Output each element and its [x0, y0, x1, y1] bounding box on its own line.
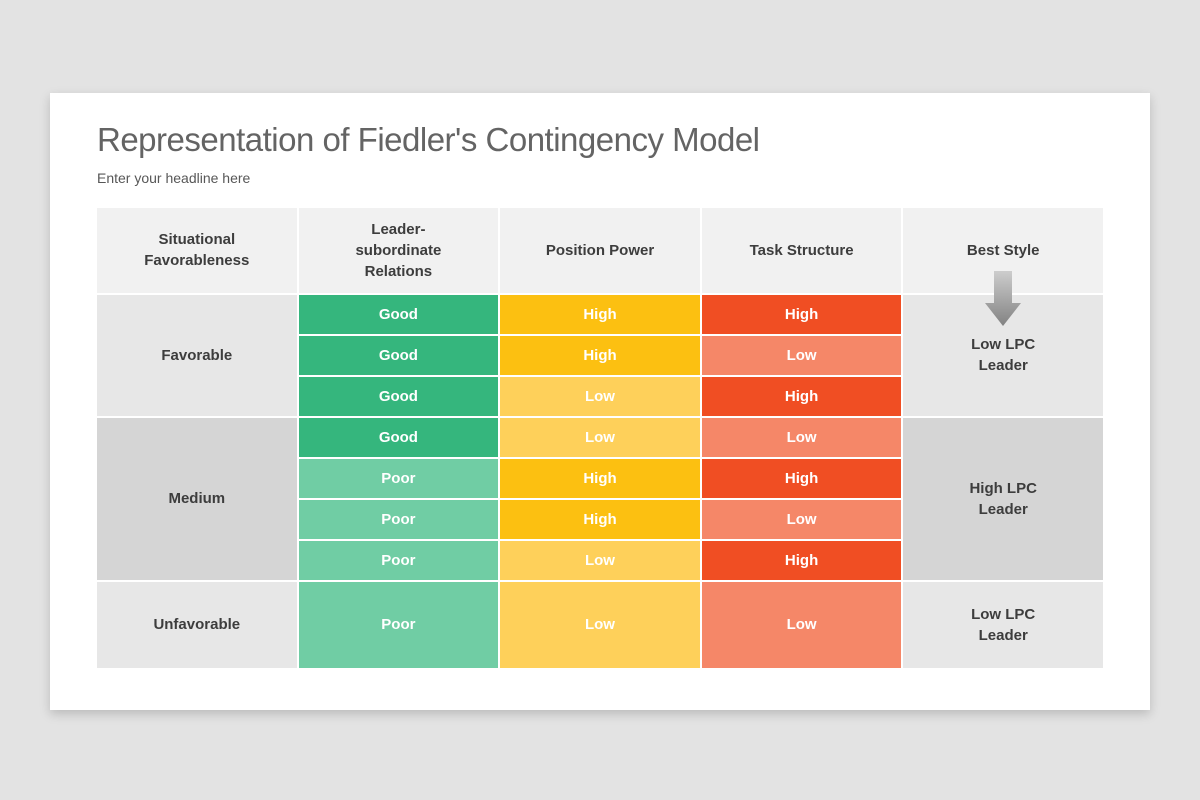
position-power-cell: Low [500, 540, 700, 580]
task-structure-cell: High [701, 458, 902, 498]
relations-cell: Good [298, 335, 499, 375]
contingency-table: Situational Favorableness Leader-subordi… [97, 207, 1103, 668]
best-style-medium: High LPC Leader [903, 417, 1103, 580]
task-structure-cell: High [701, 294, 902, 334]
group-label-favorable: Favorable [97, 294, 297, 416]
task-structure-cell: Low [701, 335, 902, 375]
position-power-cell: High [500, 294, 700, 334]
page-subtitle: Enter your headline here [97, 169, 251, 186]
position-power-cell: Low [500, 581, 700, 668]
position-power-cell: Low [500, 376, 700, 416]
header-best-style-label: Best Style [966, 241, 1040, 259]
task-structure-cell: High [701, 376, 902, 416]
task-structure-cell: Low [701, 417, 902, 457]
header-situational-favorableness: Situational Favorableness [97, 207, 297, 293]
relations-cell: Good [298, 294, 499, 334]
slide-card: Representation of Fiedler's Contingency … [50, 93, 1150, 710]
relations-cell: Good [298, 376, 499, 416]
relations-cell: Good [298, 417, 499, 457]
task-structure-cell: High [701, 540, 902, 580]
relations-cell: Poor [298, 540, 499, 580]
group-label-unfavorable: Unfavorable [97, 581, 297, 668]
page-title: Representation of Fiedler's Contingency … [97, 121, 760, 158]
header-task-structure: Task Structure [701, 207, 902, 293]
position-power-cell: High [500, 335, 700, 375]
position-power-cell: Low [500, 417, 700, 457]
relations-cell: Poor [298, 458, 499, 498]
best-style-unfavorable: Low LPC Leader [903, 581, 1103, 668]
position-power-cell: High [500, 499, 700, 539]
task-structure-cell: Low [701, 499, 902, 539]
position-power-cell: High [500, 458, 700, 498]
task-structure-cell: Low [701, 581, 902, 668]
header-leader-subordinate-relations: Leader-subordinate Relations [298, 207, 499, 293]
header-position-power: Position Power [500, 207, 700, 293]
header-best-style: Best Style [903, 207, 1103, 326]
relations-cell: Poor [298, 581, 499, 668]
best-style-favorable: Low LPC Leader [903, 294, 1103, 416]
relations-cell: Poor [298, 499, 499, 539]
group-label-medium: Medium [97, 417, 297, 580]
